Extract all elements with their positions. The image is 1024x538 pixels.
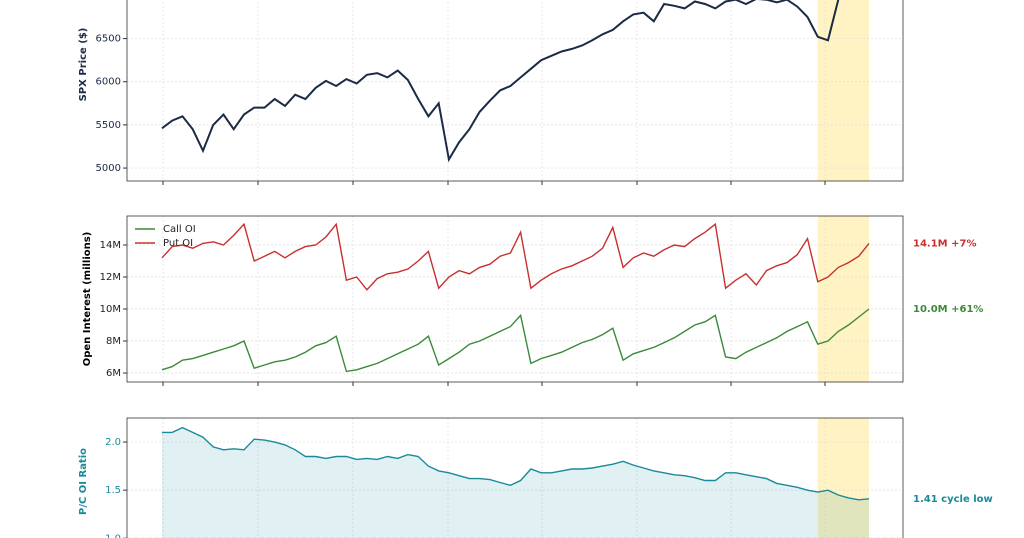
legend-label: Put OI [163,238,193,249]
y-tick-label: 1.0 [105,533,121,538]
panel [127,418,903,538]
y-tick-label: 6500 [96,34,121,45]
y-tick-label: 8M [106,336,121,347]
y-axis-label: SPX Price ($) [78,28,89,102]
line [161,222,870,291]
y-tick-label: 5000 [96,163,121,174]
end-label: 14.1M +7% [913,238,976,249]
panel [127,216,903,382]
y-tick-label: 2.0 [105,437,121,448]
plot-frame [126,417,904,538]
end-label: 1.41 cycle low [913,494,993,505]
highlight-band [817,216,869,382]
y-tick-label: 12M [100,272,121,283]
line [162,426,870,501]
y-tick-label: 14M [100,240,121,251]
y-tick-label: 10M [100,304,121,315]
plot-frame [126,0,904,182]
y-tick-label: 5500 [96,120,121,131]
plot-frame [126,215,904,383]
area [162,427,869,538]
y-tick-label: 1.5 [105,485,121,496]
y-tick-label: 6000 [96,77,121,88]
line [161,308,870,373]
end-label: 10.0M +61% [913,304,983,315]
line [161,0,840,163]
panel [127,0,903,181]
y-axis-label: P/C OI Ratio [78,448,89,515]
y-tick-label: 6M [106,368,121,379]
highlight-band [817,418,869,538]
legend-label: Call OI [163,224,196,235]
highlight-band [817,0,869,181]
y-axis-label: Open Interest (millions) [82,232,93,367]
